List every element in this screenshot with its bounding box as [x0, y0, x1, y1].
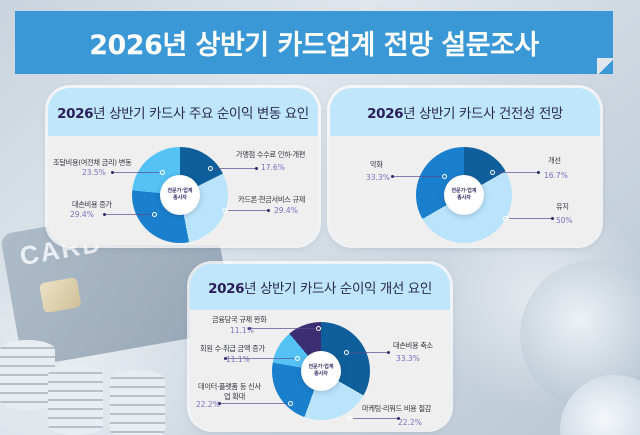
leader-dot: [103, 213, 106, 216]
leader-dot: [248, 327, 251, 330]
leader-line: [114, 172, 159, 173]
page-title: 2026년 상반기 카드업계 전망 설문조사: [89, 30, 539, 61]
donut-center-label: 전문가·업계 종사자: [444, 175, 484, 215]
segment-marker: [490, 170, 495, 175]
leader-dot: [391, 175, 394, 178]
panel-profit-change-factors: 2026년 상반기 카드사 주요 순이익 변동 요인 전문가·업계 종사자 가맹…: [48, 88, 318, 245]
segment-marker: [503, 216, 508, 221]
slice-percent: 29.4%: [70, 210, 94, 219]
segment-marker: [295, 356, 300, 361]
title-banner: 2026년 상반기 카드업계 전망 설문조사: [15, 11, 613, 74]
slice-label: 업 확대: [224, 392, 245, 401]
segment-marker: [442, 174, 447, 179]
leader-line: [509, 218, 552, 219]
slice-label: 대손비용 증가: [72, 200, 112, 209]
panel-soundness-outlook: 2026년 상반기 카드사 건전성 전망 전문가·업계 종사자 개선 16.7%…: [330, 88, 600, 245]
slice-percent: 33.3%: [366, 173, 390, 182]
slice-percent: 23.5%: [82, 168, 106, 177]
leader-line: [226, 358, 294, 359]
panel-header: 2026년 상반기 카드사 건전성 전망: [330, 88, 600, 136]
card-chip-icon: [39, 277, 82, 314]
slice-percent: 22.2%: [196, 400, 220, 409]
leader-dot: [387, 351, 390, 354]
slice-label: 개선: [548, 156, 561, 165]
slice-percent: 17.6%: [261, 163, 285, 172]
leader-dot: [224, 357, 227, 360]
leader-line: [220, 403, 287, 404]
slice-percent: 11.1%: [230, 326, 254, 335]
leader-line: [250, 328, 315, 329]
slice-percent: 16.7%: [544, 171, 568, 180]
background-coins-image: [0, 330, 170, 435]
slice-label: 카드론·현금서비스 규제: [238, 195, 306, 204]
leader-dot: [255, 167, 258, 170]
segment-marker: [160, 170, 165, 175]
panel-profit-improvement-factors: 2026년 상반기 카드사 순이익 개선 요인 전문가·업계 종사자 대손비용 …: [190, 264, 450, 429]
leader-dot: [397, 417, 400, 420]
segment-marker: [152, 212, 157, 217]
slice-label: 회원 수·취급 금액 증가: [200, 344, 265, 353]
panel-title: 2026년 상반기 카드사 주요 순이익 변동 요인: [57, 106, 309, 122]
leader-line: [228, 210, 268, 211]
slice-label: 가맹점 수수료 인하·개편: [236, 150, 306, 159]
slice-label: 대손비용 축소: [393, 341, 433, 350]
panel-title: 2026년 상반기 카드사 순이익 개선 요인: [208, 281, 432, 297]
leader-line: [353, 418, 398, 419]
segment-marker: [222, 208, 227, 213]
slice-label: 데이터·플랫폼 등 신사: [198, 382, 261, 391]
slice-percent: 22.2%: [398, 418, 422, 427]
donut-center-label: 전문가·업계 종사자: [301, 351, 341, 391]
segment-marker: [344, 350, 349, 355]
panel-header: 2026년 상반기 카드사 순이익 개선 요인: [190, 264, 450, 310]
panel-header: 2026년 상반기 카드사 주요 순이익 변동 요인: [48, 88, 318, 136]
leader-dot: [267, 209, 270, 212]
slice-percent: 50%: [556, 216, 573, 225]
folded-corner-icon: [597, 58, 613, 74]
slice-percent: 29.4%: [274, 206, 298, 215]
segment-marker: [208, 166, 213, 171]
leader-dot: [218, 402, 221, 405]
leader-line: [496, 172, 538, 173]
slice-percent: 33.3%: [396, 354, 420, 363]
slice-label: 마케팅·리워드 비용 절감: [362, 404, 432, 413]
leader-line: [214, 168, 256, 169]
slice-label: 유지: [556, 202, 569, 211]
segment-marker: [316, 326, 321, 331]
leader-line: [393, 176, 441, 177]
segment-marker: [288, 401, 293, 406]
leader-dot: [551, 217, 554, 220]
leader-line: [350, 352, 388, 353]
leader-dot: [537, 171, 540, 174]
panel-title: 2026년 상반기 카드사 건전성 전망: [367, 106, 563, 122]
slice-label: 조달비용(여전채 금리) 변동: [53, 158, 132, 167]
leader-dot: [111, 171, 114, 174]
leader-line: [105, 214, 151, 215]
slice-label: 악화: [370, 160, 383, 169]
donut-center-label: 전문가·업계 종사자: [160, 175, 200, 215]
slice-label: 금융당국 규제 완화: [212, 315, 267, 324]
segment-marker: [347, 416, 352, 421]
slice-percent: 11.1%: [226, 355, 250, 364]
